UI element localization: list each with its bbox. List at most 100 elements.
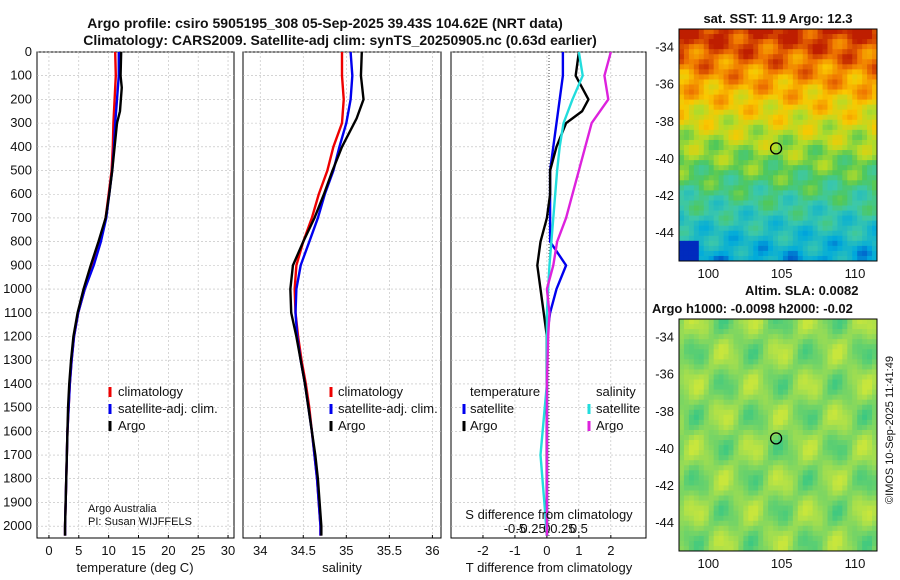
heatmap-cell [708, 374, 715, 380]
heatmap-cell [842, 450, 848, 456]
pressure-tick-label: 0 [25, 44, 32, 59]
heatmap-cell [842, 210, 848, 217]
heatmap-cell [683, 450, 690, 456]
heatmap-cell [847, 540, 853, 547]
heatmap-cell [728, 389, 734, 396]
heatmap-cell [837, 530, 843, 537]
heatmap-cell [698, 109, 705, 116]
heatmap-cell [688, 419, 695, 426]
heatmap-cell [827, 404, 833, 411]
heatmap-cell [832, 195, 838, 201]
heatmap-cell [708, 440, 715, 446]
heatmap-cell [817, 225, 823, 232]
heatmap-cell [802, 399, 809, 406]
heatmap-cell [807, 74, 814, 80]
heatmap-cell [782, 530, 789, 537]
heatmap-cell [842, 460, 848, 466]
heatmap-cell [852, 475, 858, 481]
heatmap-cell [832, 84, 838, 90]
heatmap-cell [837, 124, 843, 131]
heatmap-cell [852, 200, 858, 206]
heatmap-cell [852, 480, 858, 486]
heatmap-cell [708, 379, 715, 385]
heatmap-cell [679, 49, 685, 55]
heatmap-cell [867, 354, 873, 360]
heatmap-cell [872, 245, 878, 252]
heatmap-cell [743, 344, 749, 350]
heatmap-cell [758, 250, 764, 257]
heatmap-cell [812, 165, 818, 171]
heatmap-cell [773, 69, 779, 75]
heatmap-cell [842, 175, 848, 181]
heatmap-cell [693, 339, 700, 345]
heatmap-cell [852, 535, 858, 542]
heatmap-cell [723, 59, 729, 65]
map-x-tick-label: 105 [771, 556, 793, 571]
heatmap-cell [787, 89, 794, 95]
heatmap-cell [822, 465, 828, 471]
heatmap-cell [842, 230, 848, 237]
difference-series [536, 51, 612, 536]
sst-heatmap [679, 29, 878, 262]
heatmap-cell [822, 515, 828, 522]
heatmap-cell [842, 104, 848, 111]
heatmap-cell [847, 129, 853, 136]
heatmap-cell [738, 94, 744, 101]
heatmap-cell [832, 64, 838, 70]
heatmap-cell [787, 129, 794, 136]
heatmap-cell [758, 150, 764, 156]
heatmap-cell [837, 200, 843, 206]
heatmap-cell [778, 339, 784, 345]
heatmap-cell [797, 329, 804, 335]
heatmap-cell [708, 510, 715, 517]
heatmap-cell [683, 495, 690, 501]
heatmap-cell [807, 419, 814, 426]
heatmap-cell [768, 175, 774, 181]
map-x-tick-label: 100 [697, 266, 719, 281]
heatmap-cell [852, 329, 858, 335]
heatmap-cell [743, 470, 749, 476]
heatmap-cell [743, 349, 749, 355]
heatmap-cell [773, 470, 779, 476]
heatmap-cell [787, 480, 794, 486]
heatmap-cell [807, 535, 814, 542]
map-y-tick-label: -36 [655, 77, 674, 92]
heatmap-cell [847, 119, 853, 126]
heatmap-cell [733, 450, 739, 456]
heatmap-cell [753, 485, 759, 491]
heatmap-cell [807, 374, 814, 380]
heatmap-cell [693, 414, 700, 421]
heatmap-cell [723, 384, 729, 391]
heatmap-cell [837, 29, 843, 35]
heatmap-cell [763, 334, 769, 340]
heatmap-cell [748, 175, 754, 181]
heatmap-cell [872, 394, 878, 401]
heatmap-cell [743, 185, 749, 191]
heatmap-cell [787, 404, 794, 411]
heatmap-cell [723, 475, 729, 481]
heatmap-cell [822, 324, 828, 330]
heatmap-cell [862, 200, 868, 206]
heatmap-cell [753, 399, 759, 406]
heatmap-cell [713, 465, 719, 471]
heatmap-cell [862, 535, 868, 542]
heatmap-cell [698, 359, 705, 365]
heatmap-cell [738, 369, 744, 375]
heatmap-cell [768, 485, 774, 491]
heatmap-cell [768, 225, 774, 232]
heatmap-cell [782, 34, 789, 40]
heatmap-cell [728, 515, 734, 522]
heatmap-cell [679, 54, 685, 60]
heatmap-cell [837, 195, 843, 201]
heatmap-cell [733, 510, 739, 517]
heatmap-cell [778, 399, 784, 406]
heatmap-cell [802, 255, 809, 262]
heatmap-cell [847, 525, 853, 532]
heatmap-cell [718, 455, 724, 461]
heatmap-cell [847, 394, 853, 401]
heatmap-cell [713, 215, 719, 222]
heatmap-cell [693, 440, 700, 446]
heatmap-cell [763, 409, 769, 416]
pressure-tick-label: 600 [10, 186, 32, 201]
map-x-tick-label: 110 [845, 266, 866, 281]
